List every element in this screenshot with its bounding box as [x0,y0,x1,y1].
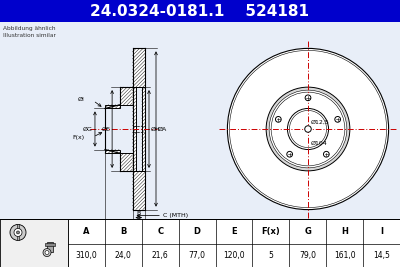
Circle shape [45,250,49,254]
Circle shape [305,95,311,101]
Text: 310,0: 310,0 [76,251,97,260]
Circle shape [10,225,26,241]
Text: ØH: ØH [151,127,161,132]
Bar [105,105,120,108]
Circle shape [43,249,51,257]
Text: Ø104: Ø104 [311,140,328,146]
Bar [0,219,400,267]
Circle shape [287,151,292,157]
Text: 5: 5 [268,251,273,260]
Text: E: E [231,227,237,236]
Circle shape [288,108,328,150]
Circle shape [271,92,345,166]
Text: C (MTH): C (MTH) [163,213,188,218]
Text: D: D [194,227,201,236]
Bar [0,22,400,219]
Text: G: G [304,227,311,236]
Text: B: B [137,211,141,215]
Text: 79,0: 79,0 [299,251,316,260]
Bar [0,0,400,22]
Text: H: H [341,227,348,236]
Text: D: D [116,219,121,223]
Text: 24,0: 24,0 [115,251,132,260]
Text: B: B [120,227,126,236]
Text: 24.0324-0181.1    524181: 24.0324-0181.1 524181 [90,3,310,18]
Text: A: A [83,227,90,236]
Circle shape [16,231,20,234]
Circle shape [335,116,340,122]
Text: ØG: ØG [83,127,93,132]
Bar [132,87,136,171]
Bar [105,150,120,153]
Text: ØE: ØE [101,127,110,132]
Bar [142,87,145,171]
Bar [17,225,19,241]
Circle shape [276,116,281,122]
Text: 21,6: 21,6 [152,251,168,260]
Circle shape [305,126,311,132]
Circle shape [324,151,329,157]
Text: ØA: ØA [158,127,167,132]
Text: Abbildung ähnlich: Abbildung ähnlich [3,26,56,31]
Bar [132,171,145,210]
Circle shape [266,87,350,171]
Text: C: C [157,227,163,236]
Bar [47,242,53,252]
Text: Ate: Ate [305,148,339,166]
Text: F(x): F(x) [262,227,280,236]
Text: 120,0: 120,0 [223,251,245,260]
Bar [0,219,68,267]
Text: Illustration similar: Illustration similar [3,33,56,38]
Text: 77,0: 77,0 [189,251,206,260]
Bar [132,48,145,87]
Text: 161,0: 161,0 [334,251,356,260]
Bar [120,87,132,105]
Text: Ø12,5: Ø12,5 [311,120,330,125]
Bar [120,153,132,171]
Text: ØI: ØI [78,97,85,102]
Circle shape [269,90,347,168]
Text: I: I [380,227,383,236]
Circle shape [14,229,22,237]
Text: 14,5: 14,5 [373,251,390,260]
Circle shape [227,48,389,210]
Text: F(x): F(x) [73,135,85,139]
Bar [45,242,55,246]
